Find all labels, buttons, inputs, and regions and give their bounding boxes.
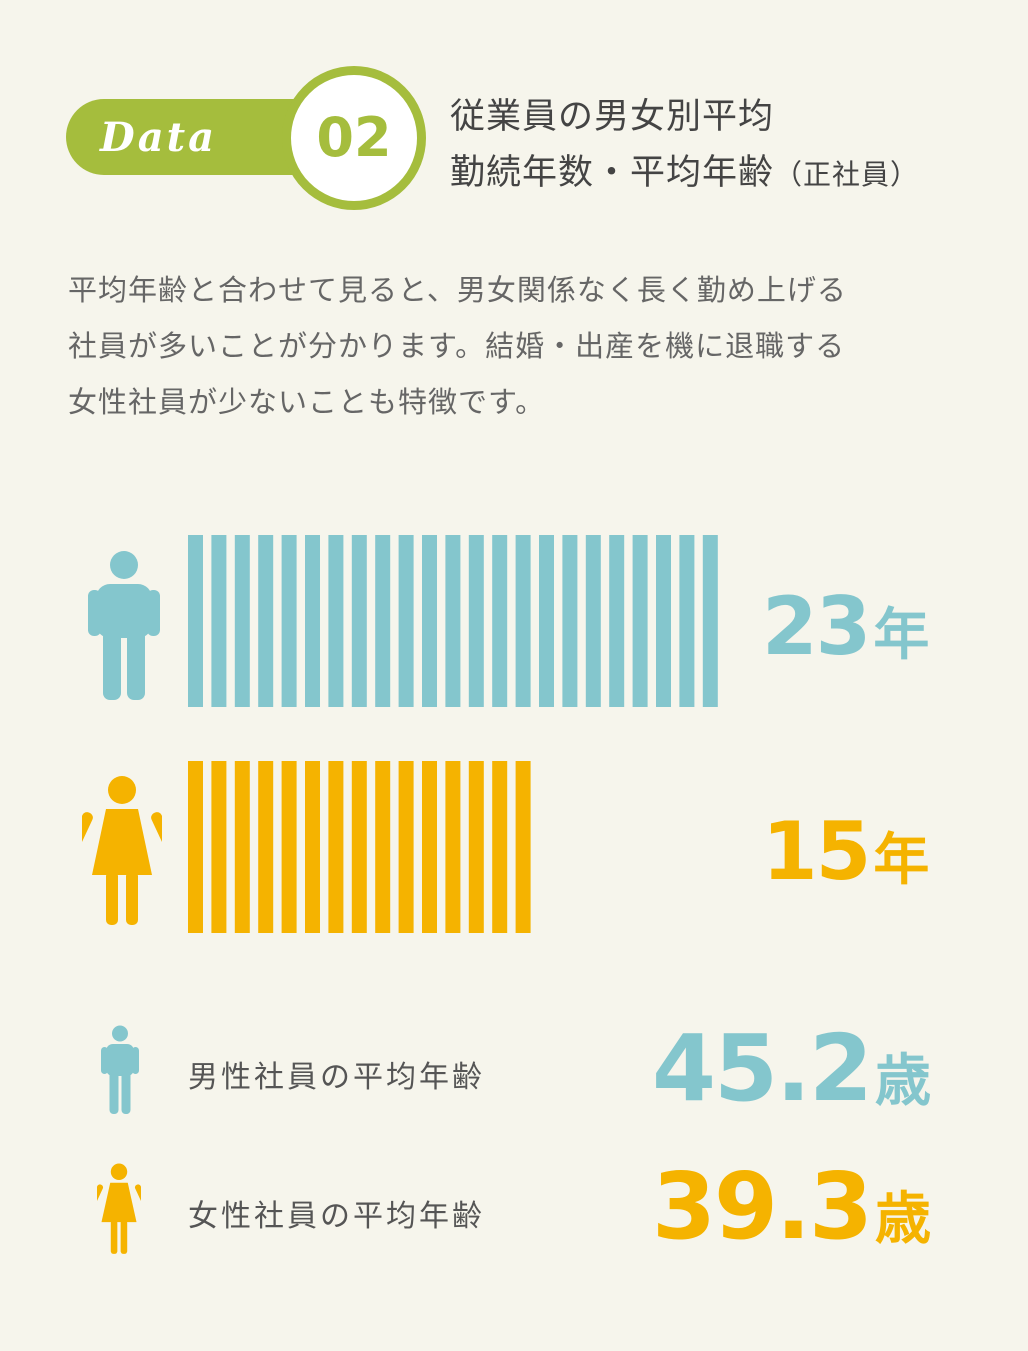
female-tenure-bar-segment: [468, 761, 484, 933]
male-tenure-bar-segment: [398, 535, 414, 707]
badge-label: Data: [100, 114, 217, 161]
male-age-value: 45.2歳: [652, 1015, 931, 1122]
male-tenure-bar-segment: [281, 535, 297, 707]
description: 平均年齢と合わせて見ると、男女関係なく長く勤め上げる 社員が多いことが分かります…: [68, 262, 968, 430]
male-tenure-bar-segment: [211, 535, 227, 707]
male-tenure-bar-segment: [539, 535, 554, 707]
female-tenure-bar-segment: [305, 761, 320, 933]
female-tenure-bar-segment: [188, 761, 203, 933]
male-tenure-bar-segment: [305, 535, 320, 707]
page-title-main: 勤続年数・平均年齢: [450, 153, 775, 193]
male-tenure-bar-segment: [188, 535, 203, 707]
female-tenure-bar-segment: [234, 761, 250, 933]
male-tenure-bar-segment: [445, 535, 461, 707]
male-tenure-bar-segment: [679, 535, 695, 707]
male-age-number: 45.2: [652, 1015, 873, 1122]
male-tenure-bar-segment: [609, 535, 625, 707]
female-tenure-bar-segment: [492, 761, 508, 933]
female-tenure-bar-segment: [445, 761, 461, 933]
female-tenure-bar-segment: [398, 761, 414, 933]
male-tenure-bar-segment: [492, 535, 508, 707]
page-title-sub: （正社員）: [774, 158, 920, 191]
male-age-label: 男性社員の平均年齢: [188, 1060, 485, 1095]
female-tenure-number: 15: [762, 805, 871, 898]
male-age-unit: 歳: [875, 1049, 931, 1114]
male-tenure-bar-segment: [375, 535, 391, 707]
male-tenure-number: 23: [762, 580, 871, 673]
page-title-line1: 従業員の男女別平均: [450, 97, 775, 137]
female-age-label: 女性社員の平均年齢: [188, 1199, 485, 1234]
female-tenure-bar-segment: [258, 761, 274, 933]
male-person-icon: [88, 551, 160, 700]
male-tenure-bar-segment: [422, 535, 437, 707]
male-tenure-bar-segment: [351, 535, 367, 707]
description-line: 女性社員が少ないことも特徴です。: [68, 385, 546, 419]
female-age-value: 39.3歳: [652, 1153, 931, 1260]
male-tenure-bar-segment: [234, 535, 250, 707]
female-age-unit: 歳: [875, 1187, 931, 1252]
female-tenure-bar-segment: [328, 761, 344, 933]
male-tenure-bar-segment: [515, 535, 531, 707]
male-tenure-bar-segment: [702, 535, 718, 707]
female-tenure-bar-segment: [351, 761, 367, 933]
female-person-icon: [82, 776, 162, 925]
male-tenure-bar-segment: [585, 535, 601, 707]
female-tenure-bar-segment: [422, 761, 437, 933]
male-tenure-bar-segment: [328, 535, 344, 707]
female-tenure-bar-segment: [515, 761, 531, 933]
badge-number: 02: [282, 66, 426, 210]
male-tenure-value: 23年: [762, 580, 929, 673]
male-tenure-bar-segment: [562, 535, 578, 707]
male-tenure-bar-segment: [656, 535, 671, 707]
female-tenure-bar-segment: [211, 761, 227, 933]
male-tenure-bar-segment: [632, 535, 648, 707]
female-tenure-bar-segment: [375, 761, 391, 933]
female-age-number: 39.3: [652, 1153, 873, 1260]
male-person-icon: [101, 1025, 139, 1114]
tenure-chart: [188, 535, 718, 933]
female-tenure-bar-segment: [281, 761, 297, 933]
female-tenure-unit: 年: [873, 828, 930, 893]
description-line: 平均年齢と合わせて見ると、男女関係なく長く勤め上げる: [68, 273, 847, 307]
description-line: 社員が多いことが分かります。結婚・出産を機に退職する: [68, 329, 846, 363]
female-tenure-value: 15年: [762, 805, 929, 898]
male-tenure-bar-segment: [258, 535, 274, 707]
male-tenure-bar-segment: [468, 535, 484, 707]
page-title-line2: 勤続年数・平均年齢（正社員）: [450, 144, 919, 195]
male-tenure-unit: 年: [873, 603, 930, 668]
female-person-icon: [97, 1163, 141, 1254]
